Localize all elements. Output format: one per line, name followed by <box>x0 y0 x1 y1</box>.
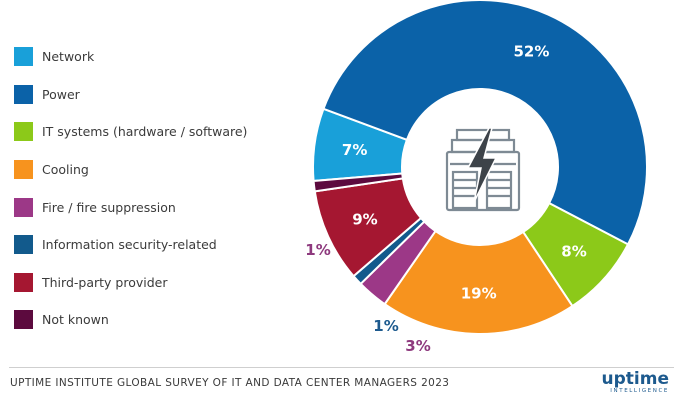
legend-swatch <box>14 84 33 104</box>
legend-item: Not known <box>14 301 314 339</box>
legend-swatch <box>14 272 33 292</box>
legend-swatch <box>14 235 33 255</box>
chart-legend: Network Power IT systems (hardware / softw… <box>14 38 314 339</box>
legend-label: Power <box>42 86 80 102</box>
legend-item: Information security-related <box>14 226 314 264</box>
legend-label: Not known <box>42 312 109 328</box>
legend-swatch <box>14 47 33 67</box>
data-label: 52% <box>513 42 549 60</box>
legend-swatch <box>14 197 33 217</box>
data-label: 7% <box>342 141 367 159</box>
legend-swatch <box>14 160 33 180</box>
legend-item: Power <box>14 76 314 114</box>
footer-divider <box>9 367 674 368</box>
uptime-logo: uptime INTELLIGENCE <box>602 370 669 394</box>
legend-label: Information security-related <box>42 237 217 253</box>
data-label: 9% <box>352 211 377 229</box>
donut-slice <box>312 172 404 193</box>
legend-swatch <box>14 310 33 330</box>
legend-item: Third-party provider <box>14 264 314 302</box>
building-power-icon <box>403 90 557 244</box>
legend-label: Network <box>42 49 95 65</box>
data-label: 19% <box>461 284 497 302</box>
legend-item: Fire / fire suppression <box>14 188 314 226</box>
donut-slice <box>383 229 574 335</box>
legend-item: Network <box>14 38 314 76</box>
data-label: 3% <box>405 337 430 355</box>
legend-item: Cooling <box>14 151 314 189</box>
legend-label: Third-party provider <box>42 274 168 290</box>
legend-label: IT systems (hardware / software) <box>42 124 248 140</box>
legend-label: Fire / fire suppression <box>42 199 176 215</box>
data-label: 8% <box>561 243 586 261</box>
legend-label: Cooling <box>42 162 89 178</box>
legend-item: IT systems (hardware / software) <box>14 113 314 151</box>
legend-swatch <box>14 122 33 142</box>
data-label: 1% <box>305 241 330 259</box>
data-label: 1% <box>373 317 398 335</box>
source-note: UPTIME INSTITUTE GLOBAL SURVEY OF IT AND… <box>10 377 450 389</box>
logo-subtitle: INTELLIGENCE <box>610 388 669 394</box>
donut-slice <box>322 0 648 246</box>
logo-wordmark: uptime <box>601 369 669 389</box>
